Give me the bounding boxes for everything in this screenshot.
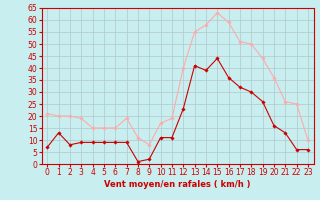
X-axis label: Vent moyen/en rafales ( km/h ): Vent moyen/en rafales ( km/h ) — [104, 180, 251, 189]
